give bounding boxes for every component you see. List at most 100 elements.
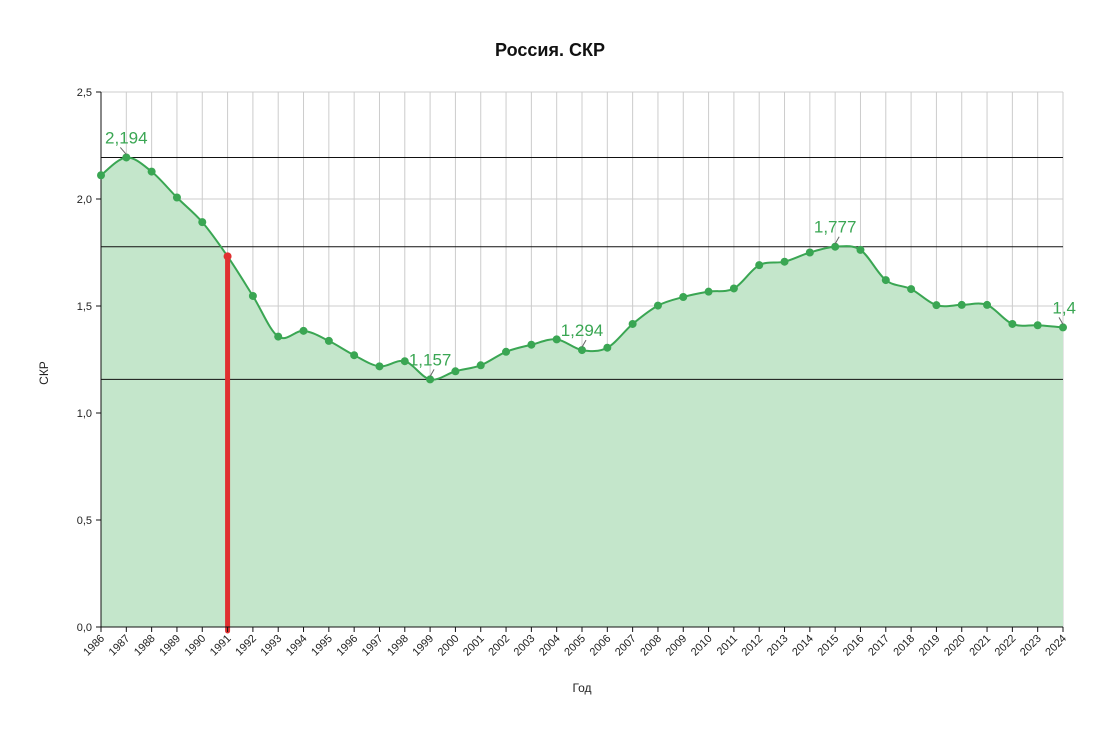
x-tick-label: 1991	[208, 633, 234, 659]
reference-lines	[101, 156, 1063, 380]
data-point	[552, 335, 561, 344]
data-point	[983, 300, 992, 309]
y-tick-label: 1,5	[77, 301, 92, 313]
data-point	[679, 293, 688, 302]
data-points	[97, 153, 1067, 384]
data-label: 1,294	[561, 321, 604, 340]
y-tick-labels: 0,0 0,5 1,0 1,5 2,0 2,5	[77, 87, 92, 634]
x-tick-label: 1996	[334, 633, 360, 659]
x-tick-label: 2021	[967, 633, 993, 659]
x-tick-label: 2007	[613, 633, 639, 659]
x-tick-label: 2024	[1043, 633, 1069, 659]
data-point	[426, 375, 435, 384]
data-point	[147, 167, 156, 176]
data-point	[805, 248, 814, 257]
data-point	[780, 257, 789, 266]
x-tick-label: 2017	[866, 633, 892, 659]
x-tick-label: 1988	[132, 633, 158, 659]
series-area	[101, 157, 1063, 628]
data-point	[628, 319, 637, 328]
data-point	[527, 340, 536, 349]
data-label-leader	[1058, 317, 1064, 325]
x-tick-label: 2023	[1018, 633, 1044, 659]
chart-title: Россия. СКР	[495, 40, 605, 60]
data-label: 1,4	[1052, 298, 1076, 317]
x-tick-label: 1986	[81, 633, 107, 659]
data-label-leader	[834, 236, 840, 244]
x-tick-label: 2014	[790, 633, 816, 659]
data-label-leader	[119, 147, 127, 155]
x-tick-label: 1994	[284, 633, 310, 659]
data-point	[350, 351, 359, 360]
x-tick-label: 2005	[562, 633, 588, 659]
x-tick-label: 1995	[309, 633, 335, 659]
x-tick-label: 1990	[183, 633, 209, 659]
x-tick-label: 2004	[537, 633, 563, 659]
data-point	[324, 336, 333, 345]
data-point	[172, 193, 181, 202]
data-point	[1033, 321, 1042, 330]
data-label-leader	[429, 369, 435, 377]
data-point	[704, 287, 713, 296]
data-point	[856, 245, 865, 254]
data-point	[1008, 319, 1017, 328]
x-tick-labels: 1986 1987 1988 1989 1990 1991 1992 1993 1994 1995…	[81, 633, 1069, 659]
data-point	[957, 300, 966, 309]
data-point	[97, 171, 105, 180]
x-tick-label: 2010	[689, 633, 715, 659]
x-tick-label: 1997	[360, 633, 386, 659]
data-point	[831, 242, 840, 251]
data-point	[248, 291, 257, 300]
x-tick-label: 1992	[233, 633, 259, 659]
data-point	[729, 284, 738, 293]
x-tick-label: 2020	[942, 633, 968, 659]
x-tick-label: 2009	[664, 633, 690, 659]
x-tick-label: 2002	[486, 633, 512, 659]
x-tick-label: 2022	[993, 633, 1019, 659]
x-tick-label: 2015	[815, 633, 841, 659]
data-label: 1,157	[409, 350, 452, 369]
data-label: 2,194	[105, 128, 148, 147]
y-tick-label: 0,5	[77, 515, 92, 527]
x-tick-label: 2000	[436, 633, 462, 659]
data-labels: 2,194 1,157 1,294 1,777 1,4	[105, 128, 1076, 377]
x-tick-label: 2011	[715, 633, 740, 658]
data-point	[198, 218, 207, 227]
x-tick-label: 2003	[512, 633, 538, 659]
x-tick-label: 1998	[385, 633, 411, 659]
data-label-leader	[581, 339, 587, 348]
data-point	[907, 285, 916, 294]
x-tick-label: 2006	[588, 633, 614, 659]
x-tick-label: 1999	[410, 633, 436, 659]
x-tick-label: 1993	[259, 633, 285, 659]
y-axis-label: СКР	[37, 361, 51, 385]
data-point	[122, 153, 131, 162]
data-point	[881, 276, 890, 285]
data-point	[476, 361, 485, 370]
data-label: 1,777	[814, 218, 857, 237]
data-point	[274, 332, 283, 341]
data-point	[578, 346, 586, 355]
x-tick-label: 2001	[461, 633, 487, 659]
x-tick-label: 1989	[157, 633, 183, 659]
x-tick-label: 2013	[765, 633, 791, 659]
x-tick-label: 2018	[891, 633, 917, 659]
data-point	[400, 357, 409, 366]
axes	[96, 91, 1064, 632]
y-tick-label: 1,0	[77, 408, 92, 420]
data-point	[755, 261, 764, 270]
data-point	[502, 347, 511, 356]
data-point	[375, 362, 384, 371]
x-axis-label: Год	[572, 681, 591, 695]
y-tick-label: 2,0	[77, 194, 92, 206]
x-tick-label: 2008	[638, 633, 664, 659]
data-point	[299, 326, 308, 335]
x-tick-label: 2019	[917, 633, 943, 659]
y-tick-label: 0,0	[77, 622, 92, 634]
data-point	[603, 343, 612, 352]
y-tick-label: 2,5	[77, 87, 92, 99]
data-point	[451, 367, 460, 376]
x-tick-label: 1987	[107, 633, 133, 659]
data-point	[932, 301, 941, 310]
